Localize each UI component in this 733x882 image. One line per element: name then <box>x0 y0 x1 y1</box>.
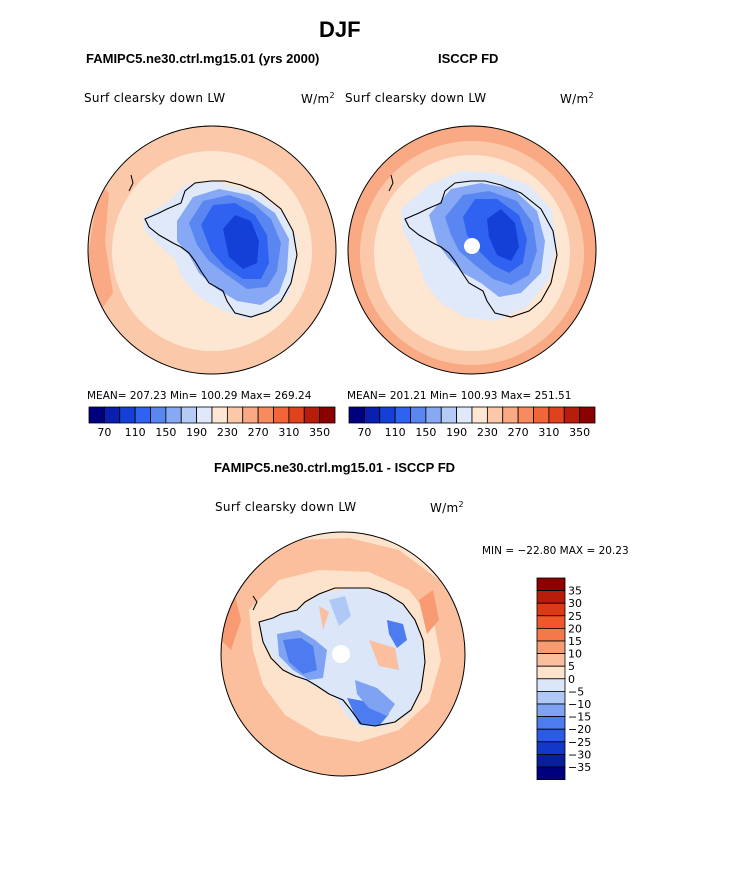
diff-colorbar-tick-label: 25 <box>568 610 582 623</box>
panel2-colorbar-tick-label: 70 <box>357 426 371 439</box>
panel2-colorbar-tick-label: 190 <box>446 426 467 439</box>
panel1-colorbar-tick-label: 110 <box>125 426 146 439</box>
panel1-colorbar-tick-label: 310 <box>278 426 299 439</box>
diff-variable-label: Surf clearsky down LW <box>215 500 357 514</box>
panel2-colorbar-swatch <box>394 406 411 424</box>
diff-colorbar-swatch <box>536 716 566 730</box>
diff-colorbar-tick-label: −5 <box>568 685 584 698</box>
diff-colorbar-swatch <box>536 703 566 718</box>
panel2-units-label: W/m2 <box>560 91 594 106</box>
panel2-colorbar-swatch <box>533 406 550 424</box>
panel2-colorbar-tick-label: 230 <box>477 426 498 439</box>
panel2-colorbar-swatch <box>471 406 488 424</box>
panel1-units-label: W/m2 <box>301 91 335 106</box>
panel1-colorbar-tick-label: 350 <box>309 426 330 439</box>
panel2-colorbar: 70 110 150 190 230 270 310 350 <box>348 406 596 439</box>
panel2-title: ISCCP FD <box>438 51 499 66</box>
diff-colorbar-tick-label: −10 <box>568 698 591 711</box>
panel1-colorbar-swatch <box>319 406 336 424</box>
panel1-colorbar-tick-label: 150 <box>155 426 176 439</box>
panel2-polar-map <box>347 125 597 375</box>
panel1-colorbar-swatch <box>242 406 259 424</box>
diff-colorbar-swatch <box>536 753 566 768</box>
diff-colorbar-swatch <box>536 590 566 604</box>
diff-colorbar-tick-label: −35 <box>568 761 591 774</box>
diff-colorbar-swatch <box>536 678 566 692</box>
panel1-colorbar-swatch <box>303 406 321 424</box>
panel2-colorbar-swatch <box>348 406 365 424</box>
diff-minmax: MIN = −22.80 MAX = 20.23 <box>482 545 629 557</box>
panel2-colorbar-swatch <box>440 406 458 424</box>
panel1-title: FAMIPC5.ne30.ctrl.mg15.01 (yrs 2000) <box>86 51 320 66</box>
panel1-colorbar-swatch <box>119 406 136 424</box>
diff-colorbar-swatch <box>536 741 566 755</box>
panel1-colorbar-swatch <box>165 406 182 424</box>
diff-colorbar-swatch <box>536 602 566 617</box>
diff-title: FAMIPC5.ne30.ctrl.mg15.01 - ISCCP FD <box>214 460 456 475</box>
diff-colorbar-tick-label: 10 <box>568 648 582 661</box>
panel2-stats: MEAN= 201.21 Min= 100.93 Max= 251.51 <box>347 390 572 402</box>
diff-colorbar-swatch <box>536 766 566 781</box>
panel2-colorbar-swatch <box>363 406 381 424</box>
diff-colorbar-swatch <box>536 577 566 592</box>
diff-colorbar-tick-label: 5 <box>568 660 575 673</box>
diff-polar-map <box>220 531 466 777</box>
diff-colorbar-tick-label: 30 <box>568 597 582 610</box>
panel1-variable-label: Surf clearsky down LW <box>84 91 226 105</box>
panel2-colorbar-swatch <box>410 406 427 424</box>
panel1-colorbar-tick-label: 190 <box>186 426 207 439</box>
diff-colorbar-swatch <box>536 653 566 667</box>
panel1-stats: MEAN= 207.23 Min= 100.29 Max= 269.24 <box>87 390 312 402</box>
panel1-colorbar-swatch <box>196 406 213 424</box>
diff-colorbar-swatch <box>536 691 566 705</box>
diff-colorbar-swatch <box>536 640 566 655</box>
panel1-colorbar-tick-label: 70 <box>97 426 111 439</box>
diff-colorbar-tick-label: 20 <box>568 622 582 635</box>
diff-colorbar-swatch <box>536 728 566 743</box>
diff-units-label: W/m2 <box>430 500 464 515</box>
season-title: DJF <box>319 17 361 42</box>
panel1-colorbar-swatch <box>211 406 228 424</box>
panel1-colorbar-swatch <box>288 406 305 424</box>
diff-colorbar-tick-label: 0 <box>568 673 575 686</box>
panel1-colorbar-swatch <box>180 406 198 424</box>
diff-colorbar-tick-label: −30 <box>568 748 591 761</box>
panel2-colorbar-swatch <box>425 406 442 424</box>
panel1-colorbar-tick-label: 230 <box>217 426 238 439</box>
panel2-colorbar-swatch <box>456 406 473 424</box>
panel2-colorbar-swatch <box>563 406 581 424</box>
panel1-colorbar-swatch <box>226 406 244 424</box>
panel1-colorbar-swatch <box>134 406 151 424</box>
panel2-colorbar-swatch <box>579 406 596 424</box>
panel2-variable-label: Surf clearsky down LW <box>345 91 487 105</box>
panel1-colorbar-tick-label: 270 <box>248 426 269 439</box>
panel2-colorbar-swatch <box>502 406 519 424</box>
panel2-colorbar-tick-label: 350 <box>569 426 590 439</box>
panel1-polar-map <box>87 125 337 375</box>
diff-colorbar-tick-label: −15 <box>568 711 591 724</box>
panel1-colorbar-swatch <box>257 406 274 424</box>
panel2-colorbar-swatch <box>548 406 565 424</box>
panel2-colorbar-swatch <box>379 406 396 424</box>
panel2-colorbar-tick-label: 310 <box>538 426 559 439</box>
diff-colorbar-tick-label: 15 <box>568 635 582 648</box>
panel2-colorbar-tick-label: 150 <box>415 426 436 439</box>
panel1-colorbar-swatch <box>273 406 290 424</box>
panel2-colorbar-swatch <box>486 406 504 424</box>
diff-colorbar-swatch <box>536 665 566 680</box>
diff-colorbar-swatch <box>536 615 566 629</box>
panel1-colorbar-swatch <box>103 406 121 424</box>
panel1-colorbar: 70 110 150 190 230 270 310 350 <box>88 406 336 439</box>
panel2-colorbar-swatch <box>517 406 534 424</box>
panel1-colorbar-swatch <box>88 406 105 424</box>
panel2-colorbar-tick-label: 110 <box>385 426 406 439</box>
panel2-colorbar-tick-label: 270 <box>508 426 529 439</box>
diff-colorbar-tick-label: −25 <box>568 736 591 749</box>
diff-colorbar-tick-label: 35 <box>568 585 582 598</box>
diff-colorbar-tick-label: −20 <box>568 723 591 736</box>
panel1-colorbar-swatch <box>150 406 167 424</box>
diff-colorbar-swatch <box>536 628 566 642</box>
